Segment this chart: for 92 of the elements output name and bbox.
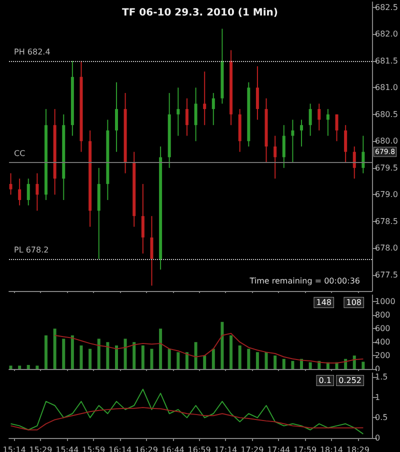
bar	[264, 352, 268, 369]
y-tick-label: 678.5	[375, 216, 398, 226]
bar	[291, 360, 294, 369]
candlestick	[185, 98, 188, 136]
bar	[362, 362, 365, 369]
annotation: 108	[346, 298, 362, 307]
bar	[308, 362, 312, 369]
bar	[256, 352, 259, 369]
y-tick-label: 682.0	[375, 30, 398, 39]
candlestick	[150, 216, 154, 286]
y-tick-label: 1	[375, 392, 380, 402]
bar	[36, 366, 39, 369]
bar	[26, 364, 30, 369]
bar	[97, 338, 100, 369]
bar	[194, 342, 198, 369]
bar	[247, 348, 250, 369]
candlestick	[176, 87, 180, 136]
bar	[106, 342, 110, 369]
candlestick	[9, 172, 12, 196]
candlestick	[114, 82, 118, 152]
bar	[141, 345, 144, 369]
bar	[44, 335, 48, 369]
bar	[274, 356, 277, 369]
y-tick-label: 679.5	[375, 163, 398, 172]
bar	[176, 352, 180, 369]
candlestick	[318, 103, 321, 131]
candlestick	[194, 87, 198, 142]
candlestick	[300, 119, 304, 147]
annotation: 148	[316, 298, 332, 307]
y-tick-label: 1000	[375, 297, 396, 306]
y-tick-label: 681.5	[375, 56, 398, 66]
candlestick	[344, 124, 348, 164]
ref-line-label: PH 682.4	[14, 47, 50, 56]
candlestick	[326, 108, 330, 136]
y-tick-label: 0.5	[375, 413, 388, 422]
line-series	[10, 388, 364, 434]
y-tick-label: 682.5	[375, 2, 398, 12]
candlestick	[352, 146, 356, 180]
annotation: 0.252	[338, 376, 362, 385]
y-tick-label: 800	[375, 310, 390, 320]
candlestick	[308, 103, 312, 136]
bar	[185, 352, 188, 369]
ref-line-label: CC	[14, 149, 26, 158]
y-tick-label: 600	[375, 324, 390, 334]
y-tick-label: 681.0	[375, 83, 398, 92]
bar	[132, 342, 136, 369]
bar	[352, 356, 356, 369]
candlestick	[203, 71, 206, 126]
bar	[70, 335, 74, 369]
bar	[282, 358, 286, 369]
text: TF 06-10 29.3. 2010 (1 Min)	[122, 8, 278, 18]
y-tick-label: 679.0	[375, 190, 398, 200]
bar	[80, 345, 83, 369]
annotation: 0.1	[318, 376, 332, 385]
ref-line-label: PL 678.2	[14, 245, 49, 254]
bar	[150, 348, 154, 369]
candlestick	[291, 119, 294, 164]
line-series	[10, 407, 364, 430]
bar	[230, 335, 233, 369]
candlestick	[256, 66, 259, 120]
bar	[88, 348, 92, 369]
candlestick	[212, 92, 215, 126]
bar	[159, 328, 162, 369]
y-tick-label: 400	[375, 338, 390, 347]
y-tick-label: 0	[375, 434, 380, 442]
y-tick-label: 677.5	[375, 270, 398, 280]
bar	[220, 322, 224, 369]
candlestick	[26, 178, 30, 206]
bar	[212, 348, 215, 369]
bar	[168, 348, 171, 369]
candlestick	[141, 183, 144, 254]
candlestick	[18, 178, 22, 206]
bar	[53, 328, 56, 369]
line-series	[54, 332, 364, 364]
bar	[238, 345, 242, 369]
bar	[114, 345, 118, 369]
y-tick-label: 680.0	[375, 136, 398, 146]
bar	[124, 338, 127, 369]
candlestick	[362, 135, 365, 174]
bar	[62, 338, 66, 369]
bar	[9, 366, 12, 369]
candlestick	[36, 172, 39, 212]
y-tick-label: 680.5	[375, 110, 398, 119]
candlestick	[274, 135, 277, 180]
y-tick-label: 200	[375, 351, 390, 360]
candlestick	[335, 114, 338, 142]
y-tick-label: 678.0	[375, 244, 398, 253]
candlestick	[282, 124, 286, 168]
bar	[203, 356, 206, 369]
annotation: Time remaining = 00:00:36	[248, 276, 360, 286]
y-tick-label: 1.5	[375, 372, 388, 382]
bar	[18, 366, 22, 369]
